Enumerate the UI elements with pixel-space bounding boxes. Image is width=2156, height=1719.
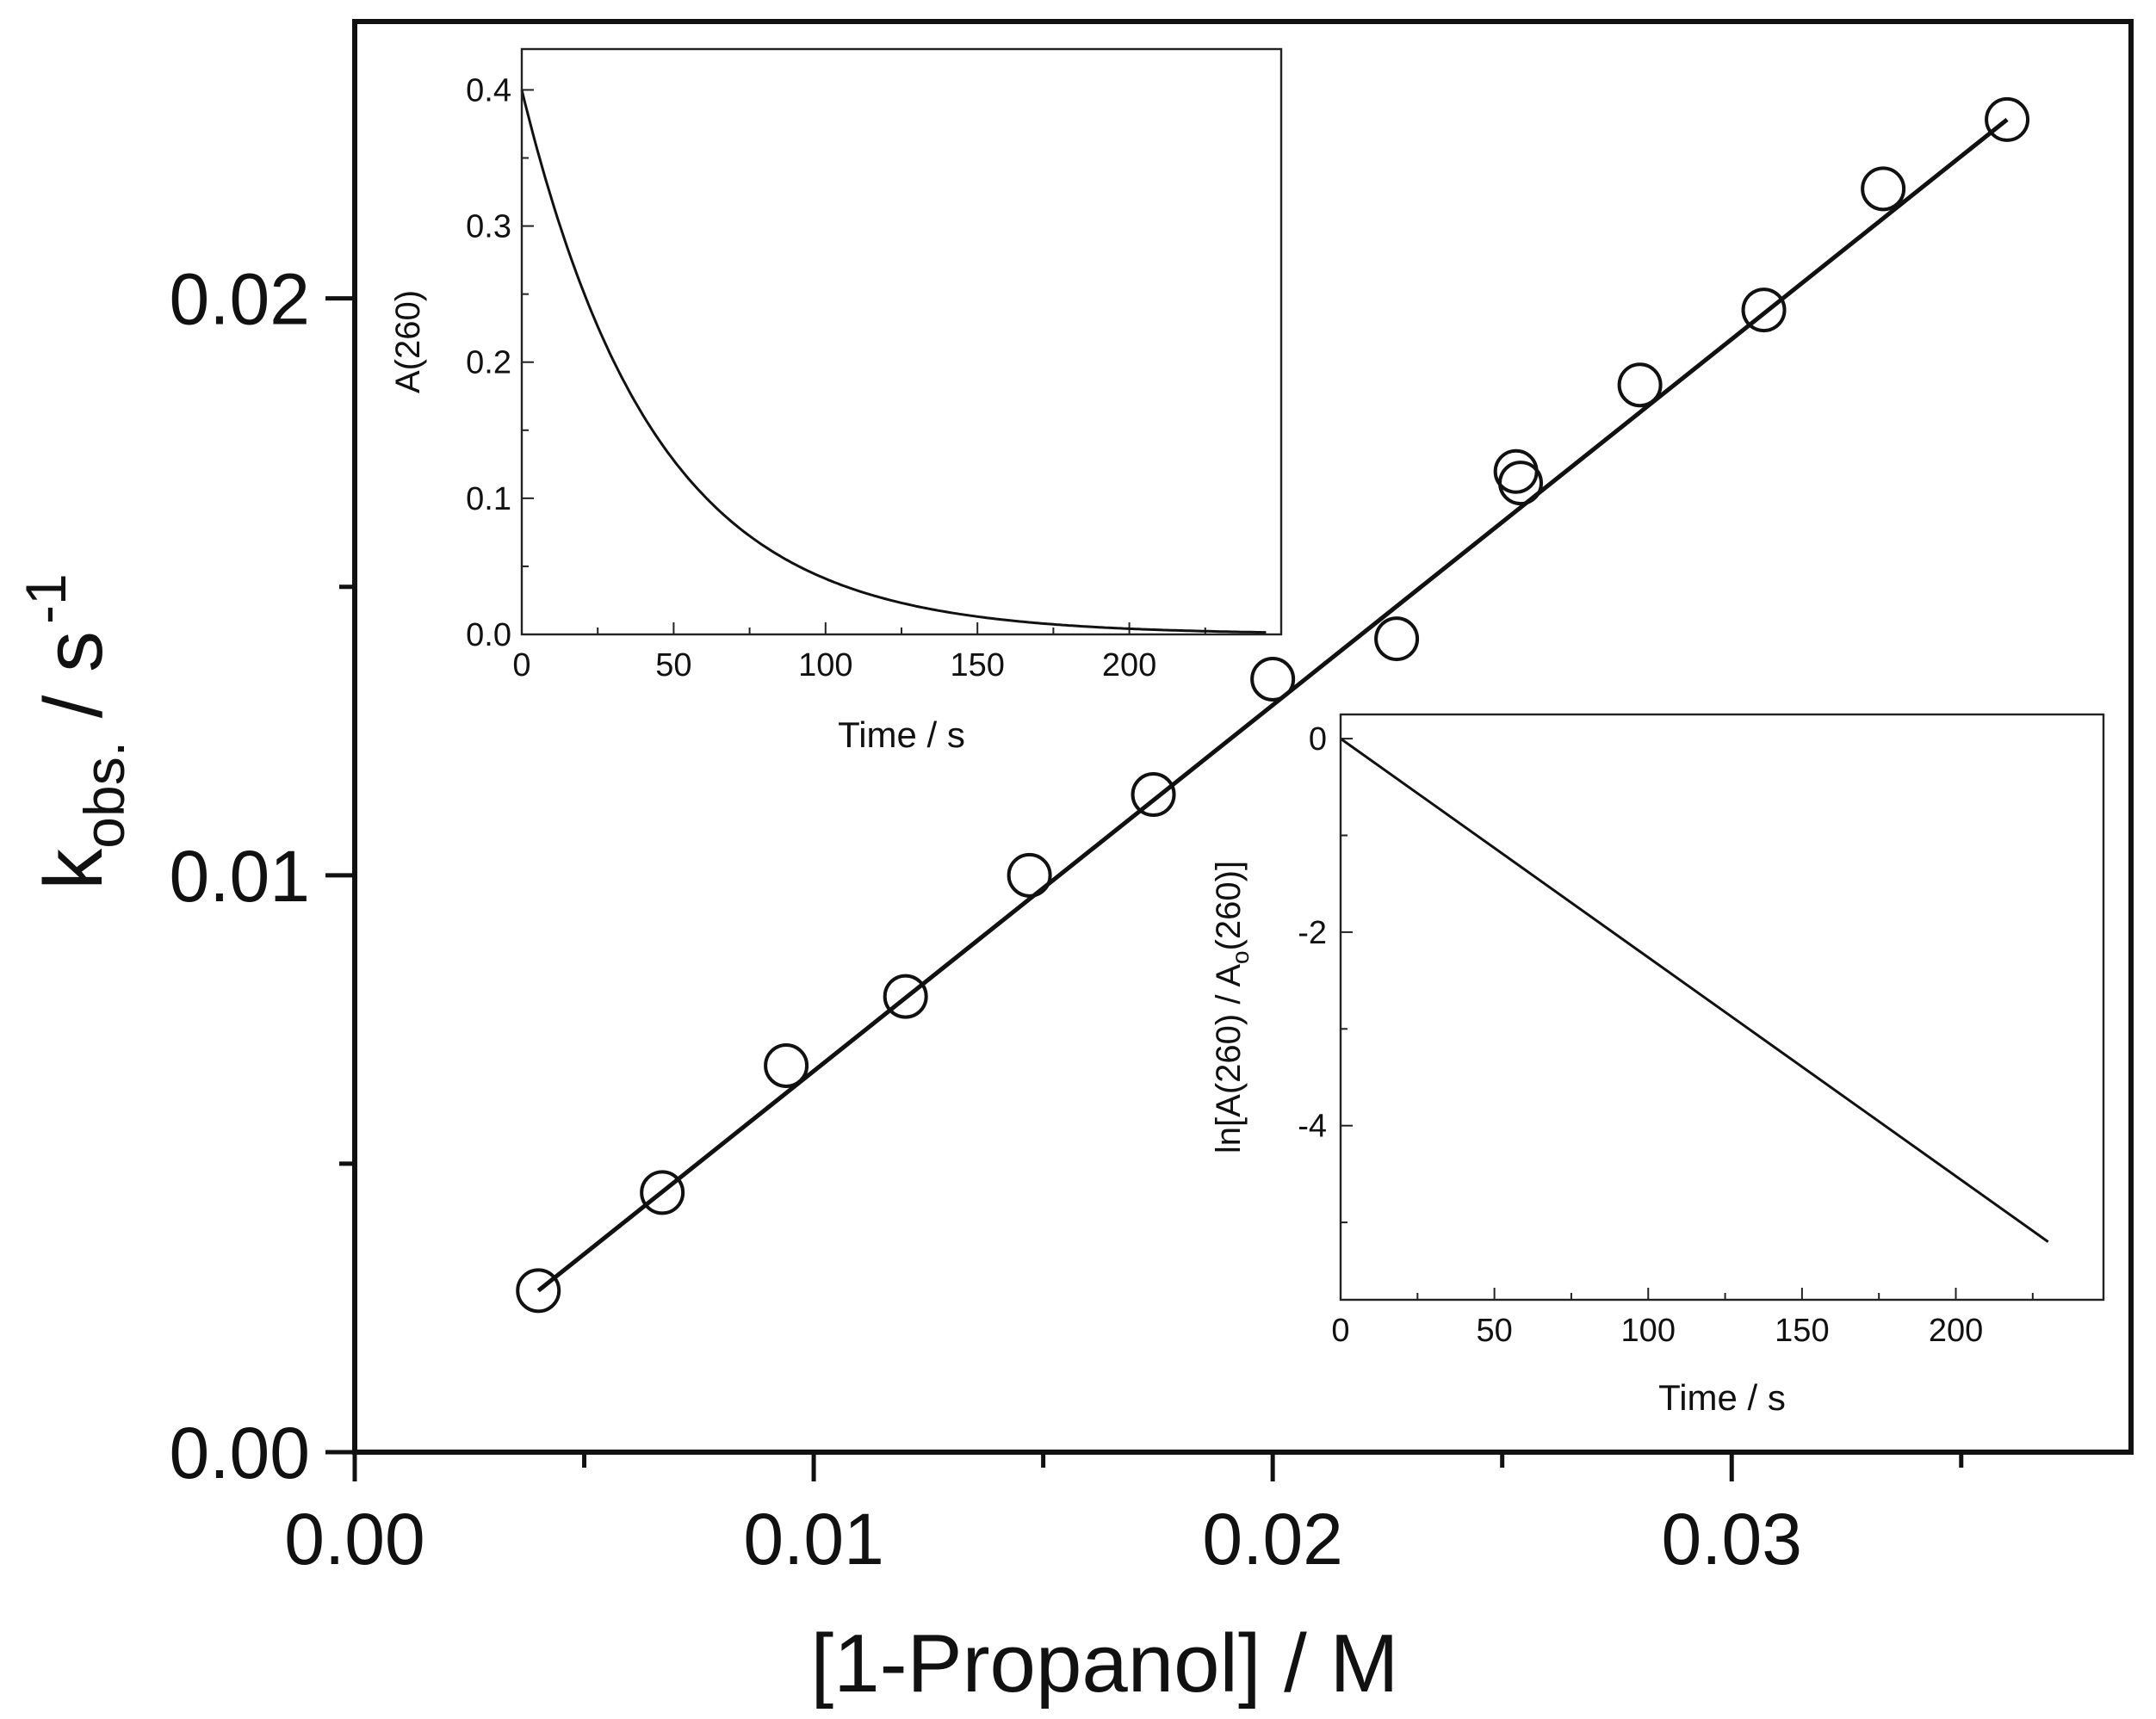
inset-bottom-x-tick-label: 150 (1775, 1313, 1829, 1349)
main-plot-frame (352, 19, 2134, 1455)
inset-top-frame (520, 47, 1283, 636)
main-y-axis-label-subscript: obs. (72, 741, 136, 849)
main-data-point (1007, 852, 1052, 898)
inset-top-x-tick-label: 150 (950, 647, 1004, 683)
inset-bottom-y-tick-label: -4 (1298, 1109, 1327, 1145)
inset-top-background (522, 49, 1281, 634)
inset-bottom-x-tick-label: 50 (1476, 1313, 1512, 1349)
main-x-tick-label: 0.00 (284, 1499, 425, 1580)
inset-bottom-y-axis-label-part1: ln[A(260) / A (1210, 964, 1248, 1153)
main-data-point (1741, 288, 1787, 333)
inset-bottom-y-axis-label-subscript: o (1227, 950, 1254, 964)
main-y-axis-label-rest: / s (28, 631, 120, 741)
main-data-marks (516, 96, 2030, 1314)
inset-bottom-background (1341, 714, 2103, 1300)
inset-bottom-x-axis-label: Time / s (1658, 1377, 1786, 1418)
main-y-tick-label: 0.02 (170, 259, 311, 340)
main-y-axis-label-superscript: -1 (14, 573, 77, 624)
inset-bottom-ln-line (1340, 737, 2049, 1243)
inset-bottom-y-axis-label-part2: (260)] (1210, 861, 1248, 951)
inset-top-y-tick-label: 0.2 (466, 345, 511, 381)
inset-bottom-tick-labels: 0 50 100 150 200 0 -2 -4 (1298, 721, 1983, 1349)
inset-bottom-y-tick-label: -2 (1298, 915, 1327, 951)
main-data-point (640, 1170, 685, 1215)
inset-bottom-plot: 0 50 100 150 200 0 -2 -4 Time / s ln[A(260) / A… (1210, 713, 2105, 1418)
main-data-point (1374, 616, 1420, 662)
inset-top-x-axis-label: Time / s (838, 714, 965, 755)
inset-top-x-tick-label: 100 (798, 647, 852, 683)
inset-top-x-tick-label: 50 (655, 647, 691, 683)
inset-bottom-y-axis-label: ln[A(260) / Ao(260)] (1210, 861, 1254, 1153)
inset-bottom-x-tick-label: 200 (1929, 1313, 1983, 1349)
main-data-point (1985, 96, 2030, 142)
main-data-point (1861, 166, 1906, 212)
inset-top-y-tick-label: 0.4 (466, 72, 511, 108)
main-x-tick-label: 0.02 (1202, 1499, 1343, 1580)
inset-top-tick-labels: 0 50 100 150 200 0.0 0.1 0.2 0.3 0.4 (466, 72, 1156, 683)
main-data-point (1617, 362, 1663, 408)
main-x-tick-label: 0.01 (743, 1499, 884, 1580)
main-data-point (1498, 461, 1544, 506)
inset-bottom-frame (1339, 713, 2105, 1302)
main-fit-line (536, 117, 2009, 1293)
inset-top-y-axis-label: A(260) (389, 290, 427, 393)
main-y-tick-label: 0.00 (170, 1413, 311, 1493)
inset-top-y-tick-label: 0.1 (466, 481, 511, 517)
main-plot: 0.00 0.01 0.02 0.030.000.010.02 [1-Propanol… (14, 19, 2134, 1710)
inset-top-decay-curve (520, 90, 1267, 634)
main-tick-labels: 0.00 0.01 0.02 0.030.000.010.02 (170, 259, 1802, 1580)
inset-top-x-tick-label: 200 (1102, 647, 1156, 683)
inset-top-y-tick-label: 0.3 (466, 209, 511, 245)
inset-bottom-y-tick-label: 0 (1309, 721, 1327, 757)
main-y-axis-label: kobs. / s -1 (14, 573, 136, 889)
inset-top-y-tick-label: 0.0 (466, 617, 511, 653)
main-data-point (1250, 656, 1296, 702)
inset-bottom-axis-ticks (1340, 738, 2034, 1300)
inset-top-plot: 0 50 100 150 200 0.0 0.1 0.2 0.3 0.4 Time / s A(2… (389, 47, 1283, 755)
main-data-point (883, 974, 928, 1019)
inset-top-x-tick-label: 0 (512, 647, 530, 683)
main-data-point (516, 1268, 561, 1314)
inset-bottom-x-tick-label: 0 (1331, 1313, 1349, 1349)
inset-bottom-x-tick-label: 100 (1621, 1313, 1676, 1349)
main-data-point (1131, 772, 1176, 818)
main-y-axis-label-base: k (28, 848, 120, 890)
main-x-axis-label: [1-Propanol] / M (811, 1617, 1399, 1710)
main-y-tick-label: 0.01 (170, 836, 311, 917)
main-axis-ticks (325, 296, 1964, 1481)
main-data-point (764, 1042, 809, 1088)
main-x-tick-label: 0.03 (1661, 1499, 1802, 1580)
